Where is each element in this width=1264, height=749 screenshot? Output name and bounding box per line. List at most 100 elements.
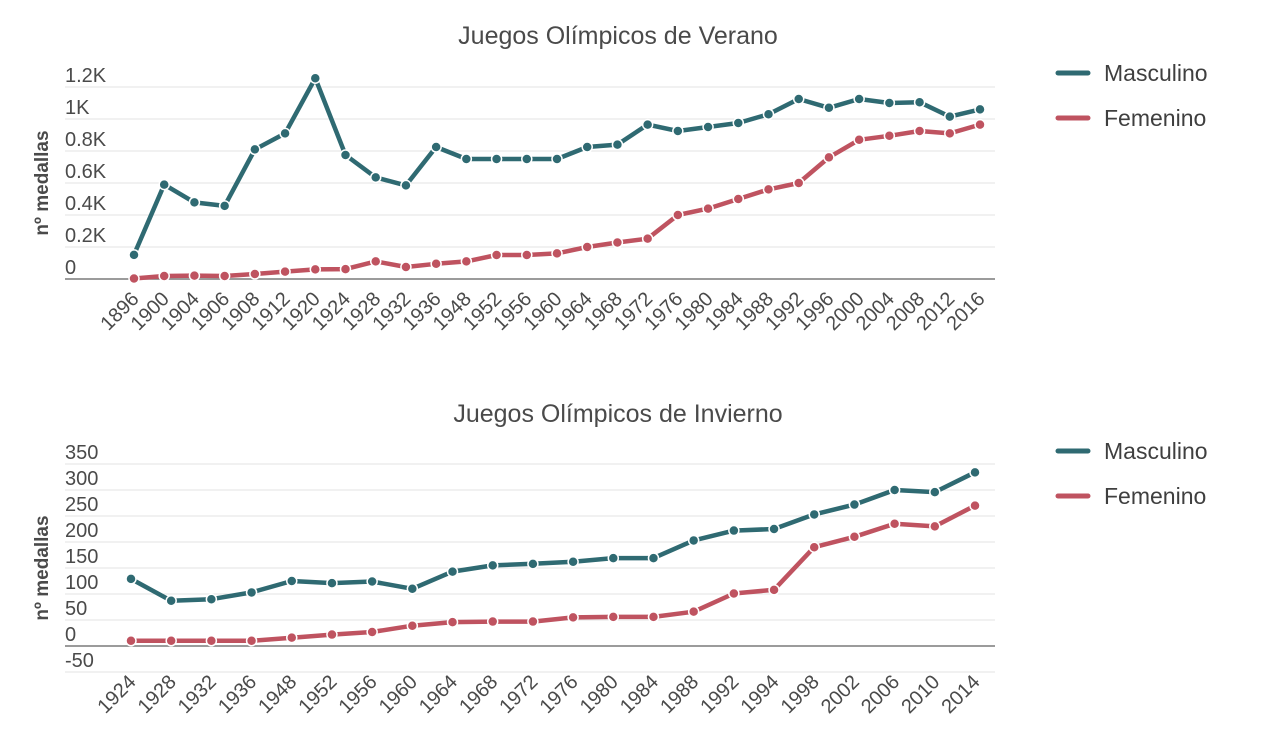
- data-point: [808, 508, 820, 521]
- data-point: [611, 236, 624, 249]
- data-point: [974, 118, 986, 131]
- series-line-masculino: [131, 75, 983, 258]
- data-point: [768, 584, 780, 596]
- y-tick-label: 350: [65, 442, 98, 464]
- series-line-femenino: [128, 503, 978, 644]
- data-point: [672, 209, 684, 221]
- data-point: [521, 249, 533, 261]
- data-point: [974, 103, 986, 116]
- x-tick-label: 1998: [777, 671, 824, 718]
- data-point: [128, 272, 140, 285]
- y-tick-label: 1K: [65, 97, 90, 119]
- data-point: [848, 498, 861, 511]
- x-tick-label: 2014: [938, 671, 985, 718]
- x-tick-label: 1928: [134, 671, 181, 718]
- y-tick-label: 200: [65, 520, 98, 542]
- chart-title: Juegos Olímpicos de Verano: [458, 22, 778, 50]
- y-tick-label: 300: [65, 468, 98, 490]
- data-point: [929, 520, 941, 533]
- data-point: [188, 269, 201, 282]
- data-point: [762, 108, 775, 120]
- y-tick-label: 0: [65, 257, 76, 279]
- data-point: [125, 635, 137, 647]
- data-point: [944, 110, 956, 123]
- data-point: [366, 575, 378, 588]
- data-point: [490, 153, 503, 165]
- chart-2: Juegos Olímpicos de Invierno nº medallas -…: [32, 400, 1208, 718]
- data-point: [400, 261, 412, 273]
- data-point: [702, 202, 714, 215]
- x-tick-label: 1972: [495, 671, 542, 718]
- y-tick-label: 0.8K: [65, 129, 107, 151]
- data-point: [581, 141, 593, 153]
- y-axis-label: nº medallas: [32, 130, 53, 235]
- data-point: [969, 466, 981, 479]
- data-point: [158, 270, 170, 282]
- data-point: [551, 247, 563, 260]
- data-point: [913, 125, 926, 137]
- data-point: [430, 141, 442, 153]
- x-tick-label: 1956: [335, 671, 382, 718]
- data-point: [521, 153, 533, 165]
- data-point: [647, 552, 660, 564]
- x-tick-label: 1932: [174, 671, 221, 718]
- data-point: [218, 270, 231, 282]
- data-point: [245, 586, 258, 599]
- data-point: [326, 628, 338, 641]
- data-point: [446, 616, 459, 628]
- data-point: [249, 268, 261, 280]
- data-point: [641, 118, 654, 131]
- x-tick-label: 1960: [375, 671, 422, 718]
- data-point: [672, 125, 684, 137]
- chart-title: Juegos Olímpicos de Invierno: [453, 400, 782, 428]
- data-point: [944, 127, 956, 140]
- x-tick-label: 1936: [214, 671, 261, 718]
- data-point: [486, 559, 499, 572]
- data-point: [808, 541, 820, 553]
- x-tick-label: 1992: [696, 671, 743, 718]
- data-point: [732, 117, 745, 129]
- data-point: [406, 583, 419, 595]
- series-line-masculino: [128, 470, 978, 604]
- x-tick-label: 1994: [737, 671, 784, 718]
- y-axis-label: nº medallas: [32, 515, 53, 620]
- data-point: [446, 565, 459, 578]
- data-point: [369, 255, 382, 268]
- x-tick-label: 1952: [294, 671, 341, 718]
- data-point: [567, 556, 579, 568]
- data-point: [309, 263, 322, 276]
- data-point: [969, 499, 981, 512]
- data-point: [406, 619, 419, 632]
- y-tick-label: 0.4K: [65, 193, 107, 215]
- data-point: [641, 232, 654, 245]
- data-point: [647, 611, 660, 623]
- chart-1: Juegos Olímpicos de Verano nº medallas 0 0.…: [32, 22, 1208, 335]
- data-point: [400, 179, 412, 192]
- data-point: [551, 153, 563, 165]
- x-tick-label: 2006: [857, 671, 904, 718]
- data-point: [286, 631, 298, 644]
- data-point: [728, 587, 740, 600]
- x-tick-label: 1968: [455, 671, 502, 718]
- data-point: [611, 138, 624, 151]
- data-point: [929, 486, 941, 498]
- data-point: [883, 130, 896, 142]
- y-tick-label: 50: [65, 598, 87, 620]
- data-point: [125, 573, 137, 585]
- data-point: [768, 523, 780, 535]
- data-point: [853, 93, 865, 105]
- legend-label-masculino: Masculino: [1104, 60, 1208, 86]
- data-point: [888, 518, 901, 530]
- data-point: [339, 149, 352, 161]
- data-point: [732, 193, 745, 205]
- data-point: [430, 258, 442, 270]
- data-point: [888, 484, 901, 496]
- data-point: [245, 635, 258, 647]
- data-point: [460, 255, 473, 268]
- legend-label-femenino: Femenino: [1104, 483, 1206, 509]
- data-point: [762, 183, 775, 196]
- y-tick-label: 0.6K: [65, 161, 107, 183]
- data-point: [823, 102, 835, 114]
- data-point: [792, 177, 805, 189]
- y-tick-label: 250: [65, 494, 98, 516]
